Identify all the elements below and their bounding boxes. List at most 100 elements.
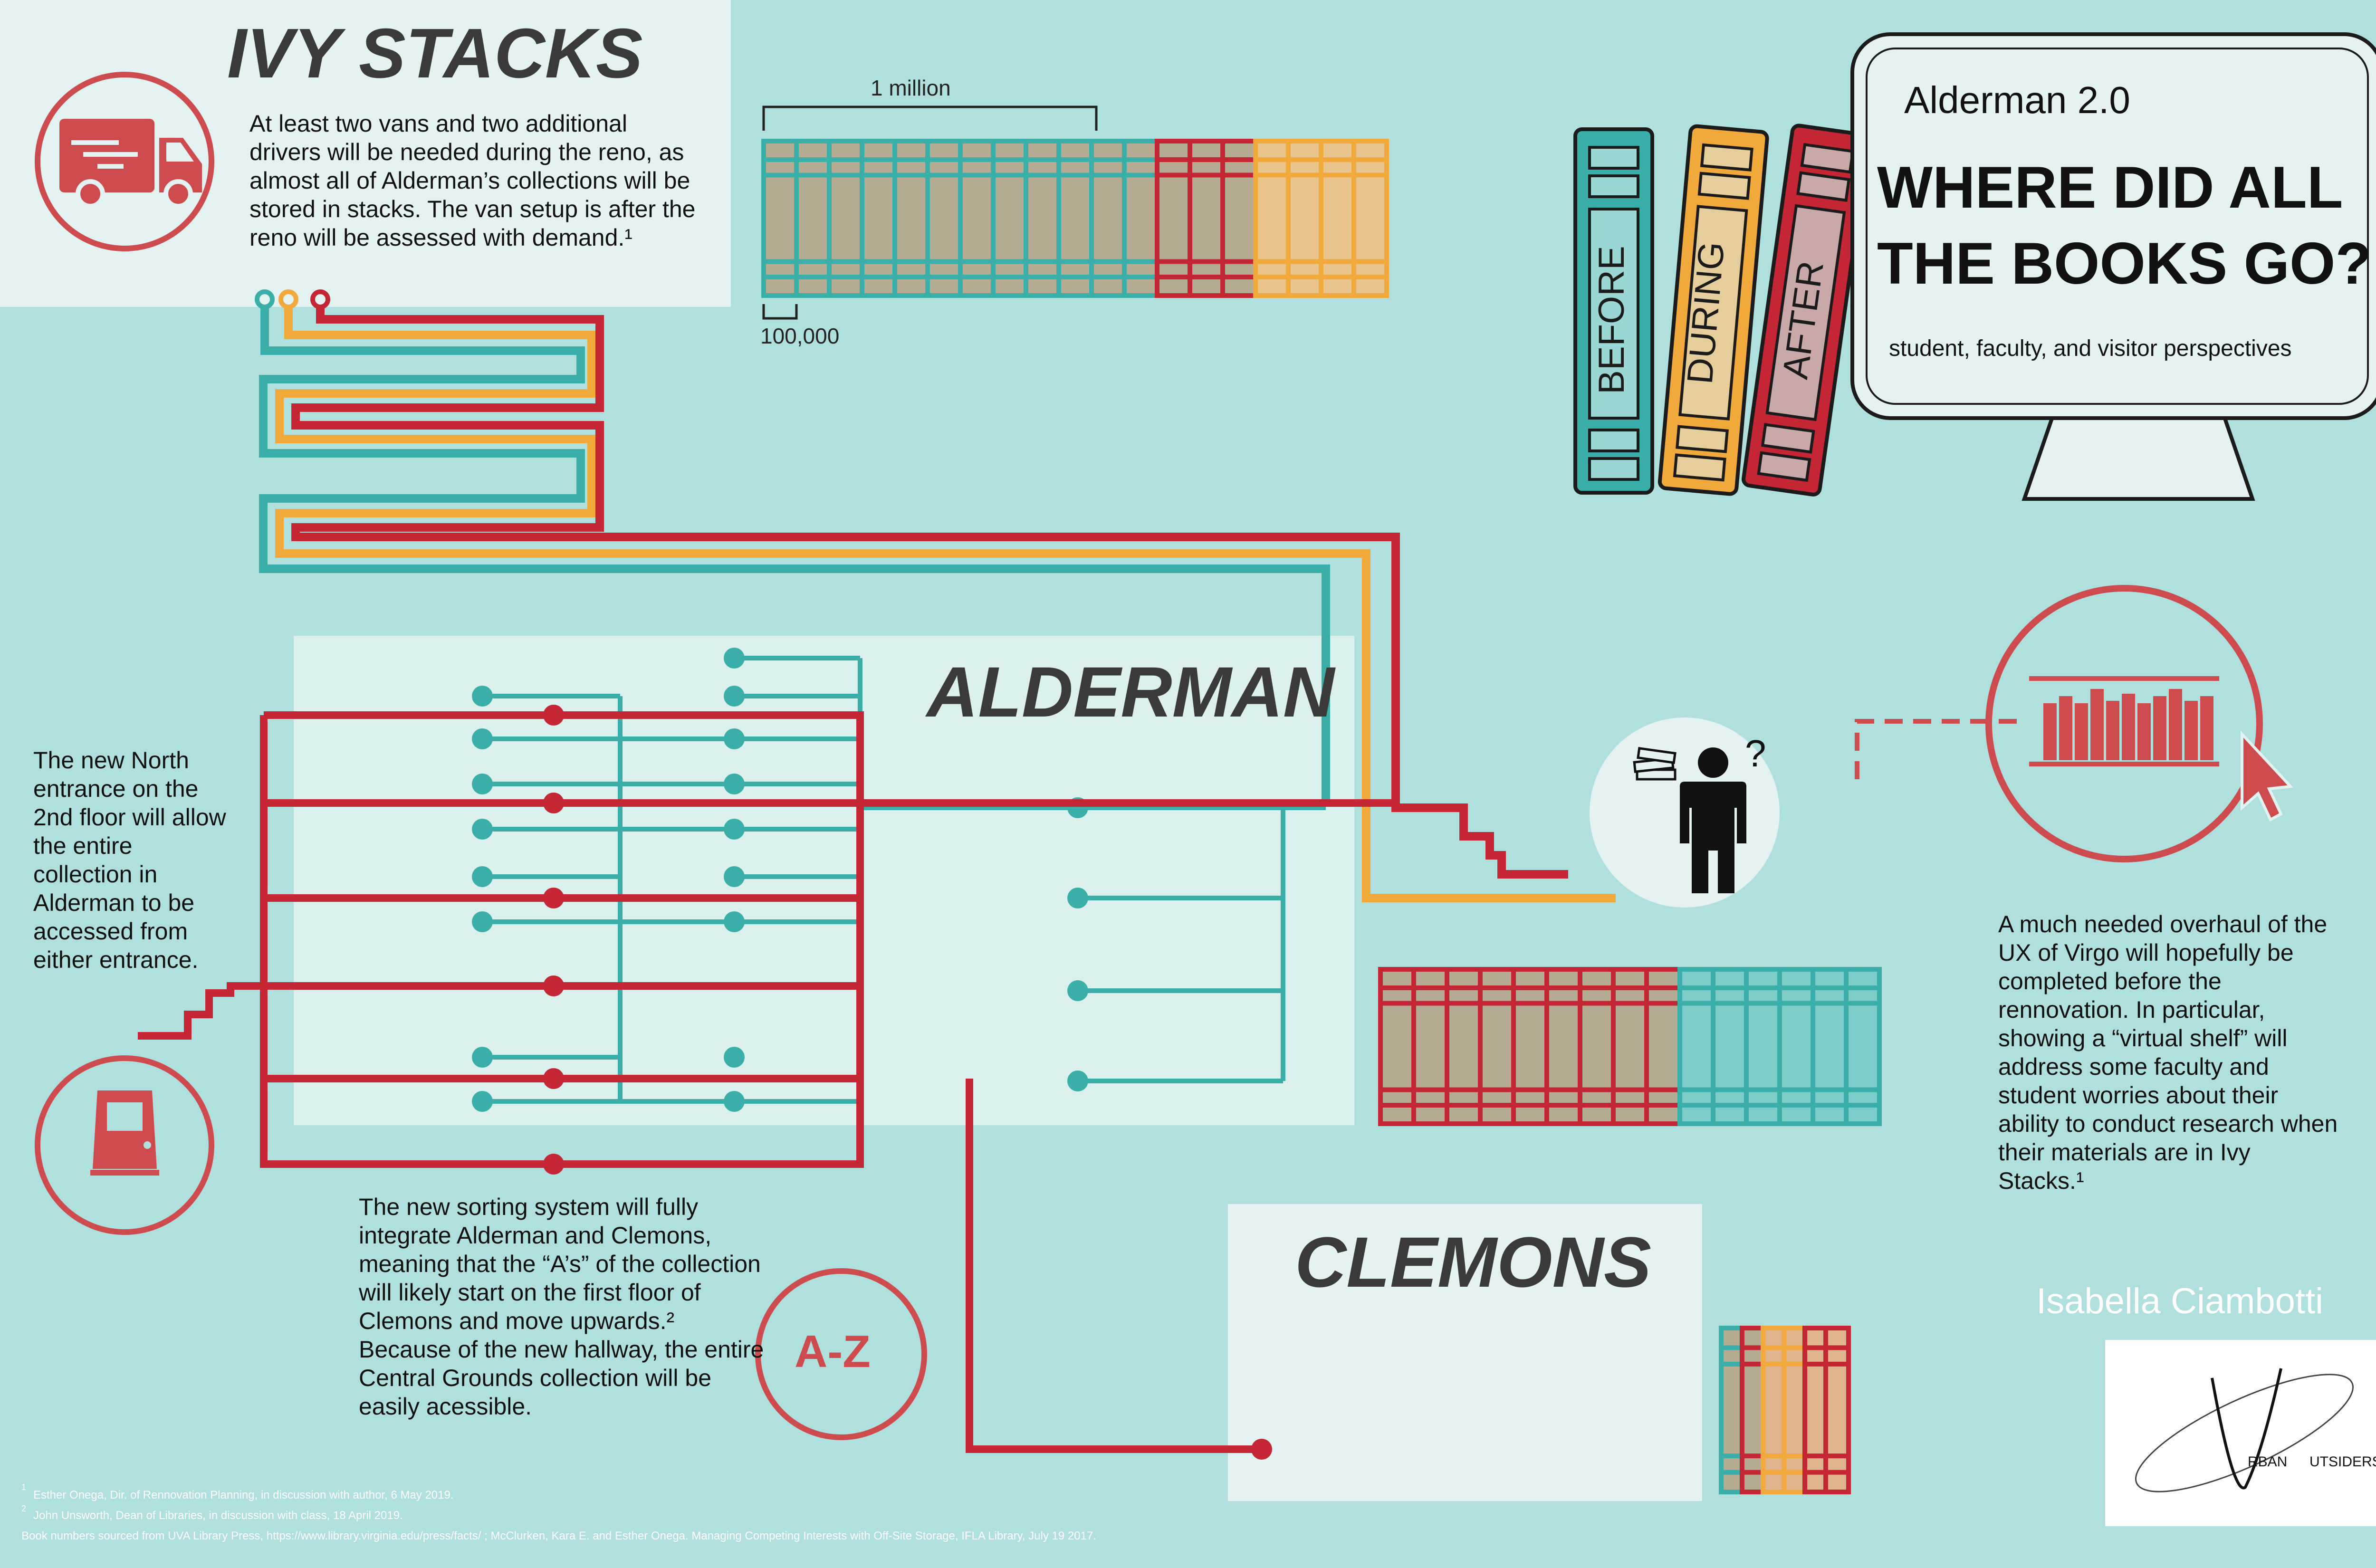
title-line-1: WHERE DID ALL: [1877, 155, 2343, 220]
book-spine: [1220, 139, 1258, 298]
book-spine: [1351, 139, 1389, 298]
book-spine: [1578, 967, 1616, 1126]
book-spine: [1711, 967, 1749, 1126]
red-node: [1251, 1439, 1272, 1460]
ivy-node-orange: [278, 289, 298, 309]
scale-bracket-million: [762, 105, 1098, 131]
alderman-heading: ALDERMAN: [927, 652, 1335, 732]
door-icon: [35, 1055, 214, 1235]
red-node: [543, 975, 564, 996]
shelf-book: [2090, 689, 2104, 760]
clemons-book-row: [1719, 1326, 1851, 1494]
teal-node: [724, 819, 745, 840]
book-spine: [1445, 967, 1483, 1126]
teal-node: [1067, 888, 1088, 908]
teal-node: [724, 774, 745, 794]
before-book: [1573, 127, 1654, 495]
shelf-book: [2169, 689, 2182, 760]
book-spine: [1844, 967, 1882, 1126]
clemons-heading: CLEMONS: [1295, 1222, 1651, 1302]
shelf-book: [2153, 696, 2166, 760]
red-node: [543, 888, 564, 908]
book-spine: [1677, 967, 1715, 1126]
logo-text-second: UTSIDERS: [2309, 1454, 2376, 1470]
teal-node: [724, 866, 745, 887]
book-spine: [761, 139, 799, 298]
book-spine: [1811, 967, 1849, 1126]
book-spine: [1611, 967, 1649, 1126]
red-stairs: [138, 982, 264, 1040]
book-spine: [1644, 967, 1682, 1126]
footnote-1: Esther Onega, Dir. of Rennovation Planni…: [33, 1489, 454, 1501]
footnote-2: John Unsworth, Dean of Libraries, in dis…: [33, 1509, 403, 1522]
ivy-wire-orange: [275, 298, 1616, 902]
teal-node: [472, 819, 493, 840]
red-clemons-wire: [966, 1079, 1262, 1453]
a-z-badge: A-Z: [795, 1326, 871, 1377]
scale-label-100k: 100,000: [760, 324, 840, 348]
virtual-shelf-cursor-icon: [1985, 585, 2294, 862]
book-spine: [1122, 139, 1159, 298]
book-spine: [827, 139, 864, 298]
teal-node: [724, 648, 745, 669]
red-node: [543, 793, 564, 813]
shelf-book: [2043, 703, 2057, 760]
after-book: [1742, 124, 1871, 497]
book-spine: [1155, 139, 1192, 298]
ivy-node-teal: [255, 289, 275, 309]
book-spine: [1056, 139, 1094, 298]
book-spine: [1777, 967, 1815, 1126]
shelf-book: [2122, 694, 2135, 760]
teal-node: [472, 911, 493, 932]
shelf-book: [2059, 696, 2072, 760]
book-spine: [1188, 139, 1225, 298]
footnote-2-mark: 2: [21, 1504, 27, 1513]
book-spine: [1024, 139, 1061, 298]
teal-node: [724, 686, 745, 707]
scale-bracket-100k: [762, 304, 798, 320]
scale-label-million: 1 million: [871, 76, 951, 100]
shelf-book: [2137, 703, 2151, 760]
teal-node: [472, 686, 493, 707]
red-grid-frame: [260, 711, 864, 1168]
ivy-wire-teal: [259, 298, 1330, 807]
shelf-book: [2200, 696, 2213, 760]
footnote-1-mark: 1: [21, 1482, 27, 1492]
title-small: Alderman 2.0: [1904, 79, 2130, 121]
teal-node: [472, 774, 493, 794]
teal-node: [472, 1091, 493, 1112]
teal-node: [1067, 980, 1088, 1001]
book-spine: [1478, 967, 1516, 1126]
book-spine: [1511, 967, 1549, 1126]
teal-node: [472, 1047, 493, 1068]
footnote-3: Book numbers sourced from UVA Library Pr…: [21, 1530, 1096, 1542]
book-spine: [1744, 967, 1782, 1126]
logo-text-first: RBAN: [2248, 1454, 2288, 1470]
book-spine: [860, 139, 897, 298]
book-spine: [1253, 139, 1291, 298]
ivy-stacks-heading: IVY STACKS: [227, 14, 643, 93]
clemons-panel: [1228, 1204, 1702, 1501]
teal-node: [724, 728, 745, 749]
book-spine: [1411, 967, 1449, 1126]
ivy-stacks-text: At least two vans and two additional dri…: [249, 110, 696, 251]
shelf-book: [2106, 701, 2119, 760]
red-node: [543, 705, 564, 726]
during-book: [1657, 124, 1769, 496]
person-with-books-icon: [1590, 717, 1780, 908]
book-spine: [1089, 139, 1127, 298]
book-spine: [1823, 1326, 1851, 1494]
book-spine: [1319, 139, 1356, 298]
urban-outsiders-logo: [2105, 1340, 2376, 1526]
alderman-book-row: [1378, 967, 1882, 1126]
north-entrance-text: The new North entrance on the 2nd floor …: [33, 747, 226, 973]
book-spine: [958, 139, 996, 298]
teal-node: [724, 1047, 745, 1068]
book-spine: [892, 139, 930, 298]
book-spine: [1378, 967, 1416, 1126]
title-line-2: THE BOOKS GO?: [1877, 231, 2372, 296]
book-spine: [794, 139, 832, 298]
book-spine: [925, 139, 963, 298]
dashed-link: [1855, 719, 2022, 779]
